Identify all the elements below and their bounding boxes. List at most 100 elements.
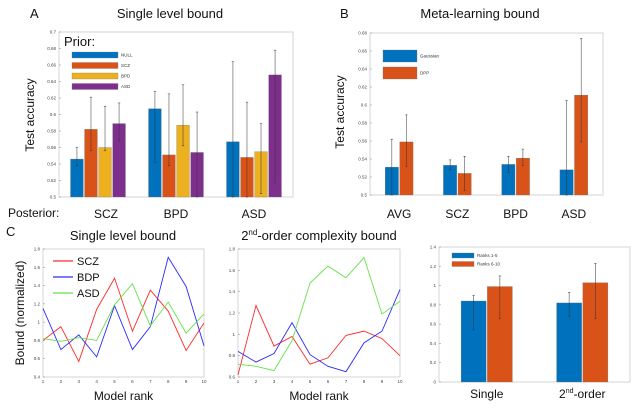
category-label: 2nd-order: [559, 387, 606, 401]
y-tick-label: 1: [433, 283, 436, 288]
series-line: [42, 282, 205, 342]
y-tick-label: 1.2: [34, 301, 41, 306]
category-label: AVG: [387, 207, 411, 221]
x-tick-label: 1: [42, 379, 45, 384]
y-tick-label: 0.5: [50, 195, 57, 200]
y-tick-label: 0.8: [229, 353, 236, 358]
category-label: SCZ: [94, 207, 118, 221]
y-tick-label: 1.6: [34, 265, 41, 270]
y-tick-label: 1.4: [229, 289, 236, 294]
legend-swatch: [71, 62, 119, 69]
legend-swatch: [71, 72, 119, 80]
x-tick-label: 3: [273, 379, 276, 384]
y-tick-label: 1.8: [229, 247, 236, 252]
y-axis-label: Test accuracy: [23, 78, 37, 151]
bar: [98, 147, 112, 198]
y-tick-label: 0.52: [47, 178, 56, 183]
y-tick-label: 0.68: [358, 31, 367, 36]
series-line: [42, 277, 205, 363]
y-tick-label: 1.4: [34, 283, 41, 288]
y-tick-label: 0.62: [358, 85, 367, 90]
legend-swatch: [71, 83, 119, 90]
y-tick-label: 1.8: [34, 247, 41, 252]
y-tick-label: 0.66: [358, 49, 367, 54]
legend-label: ASD: [77, 288, 100, 300]
legend-swatch: [451, 252, 475, 259]
legend-swatch: [382, 66, 418, 80]
series-line: [237, 289, 401, 373]
x-axis-label: Model rank: [289, 389, 349, 403]
legend-label: DPP: [420, 71, 429, 76]
x-tick-label: 1: [237, 379, 240, 384]
y-tick-label: 0.4: [430, 341, 437, 346]
legend-swatch: [451, 261, 475, 267]
x-tick-label: 5: [113, 379, 116, 384]
y-tick-label: 0.4: [34, 375, 41, 380]
chart-title: Meta-learning bound: [420, 6, 539, 21]
x-tick-label: 4: [95, 379, 98, 384]
y-tick-label: 0.7: [50, 30, 57, 35]
legend-label: SCZ: [121, 63, 130, 68]
plot-area-0: [58, 31, 294, 198]
y-tick-label: 0.62: [47, 96, 56, 101]
legend-title: Prior:: [64, 34, 95, 49]
category-label: Single: [470, 387, 504, 401]
category-label-part: -order: [573, 387, 605, 401]
legend-label: BPD: [121, 74, 131, 79]
y-tick-label: 0.68: [47, 46, 56, 51]
series-line: [42, 256, 205, 358]
legend-swatch: [71, 51, 119, 59]
legend-label: BDP: [77, 272, 100, 284]
y-tick-label: 0.54: [358, 157, 367, 162]
y-axis-label: Bound (normalized): [13, 261, 27, 366]
panel-letter-c: C: [6, 224, 15, 239]
legend-label: SCZ: [77, 256, 99, 268]
series-line: [237, 256, 401, 372]
y-tick-label: 0.64: [47, 79, 56, 84]
legend-label: NULL: [121, 53, 133, 58]
y-tick-label: 0.66: [47, 63, 56, 68]
y-tick-label: 1.6: [229, 268, 236, 273]
category-label-part: 2: [559, 387, 566, 401]
y-tick-label: 0.64: [358, 67, 367, 72]
x-tick-label: 2: [255, 379, 258, 384]
y-axis-label: Test accuracy: [333, 75, 347, 148]
x-tick-label: 9: [185, 379, 188, 384]
y-tick-label: 0.54: [47, 162, 56, 167]
x-tick-label: 2: [60, 379, 63, 384]
legend-label: ASD: [121, 84, 131, 89]
legend-label: Ranks 6-10: [477, 262, 501, 267]
x-tick-label: 6: [327, 379, 330, 384]
panel-letter-a: A: [30, 6, 39, 21]
y-tick-label: 0.6: [50, 112, 57, 117]
posterior-label: Posterior:: [8, 206, 59, 220]
chart-title-part: nd: [248, 228, 257, 237]
y-tick-label: 0: [433, 380, 436, 385]
chart-title-part: -order complexity bound: [257, 228, 396, 243]
legend-swatch: [382, 49, 418, 63]
legend-label: Gaussian: [420, 54, 440, 59]
y-tick-label: 0.6: [430, 322, 437, 327]
y-tick-label: 0.52: [358, 175, 367, 180]
y-tick-label: 1.4: [430, 245, 437, 250]
y-tick-label: 0.56: [358, 139, 367, 144]
category-label-part: Single: [470, 387, 504, 401]
y-tick-label: 1.2: [430, 264, 437, 269]
chart-title-part: 2: [241, 228, 248, 243]
chart-title: Single level bound: [70, 228, 176, 243]
category-label: BPD: [503, 207, 528, 221]
plot-area-3: [237, 248, 401, 378]
x-tick-label: 10: [397, 379, 403, 384]
y-tick-label: 1: [232, 332, 235, 337]
y-tick-label: 1.2: [229, 311, 236, 316]
plot-area-2: [42, 248, 205, 378]
y-tick-label: 1: [37, 320, 40, 325]
y-tick-label: 0.8: [34, 338, 41, 343]
y-tick-label: 0.6: [361, 103, 368, 108]
category-label: BPD: [164, 207, 189, 221]
y-tick-label: 0.58: [358, 121, 367, 126]
category-label: ASD: [562, 207, 587, 221]
x-tick-label: 3: [78, 379, 81, 384]
x-tick-label: 9: [381, 379, 384, 384]
